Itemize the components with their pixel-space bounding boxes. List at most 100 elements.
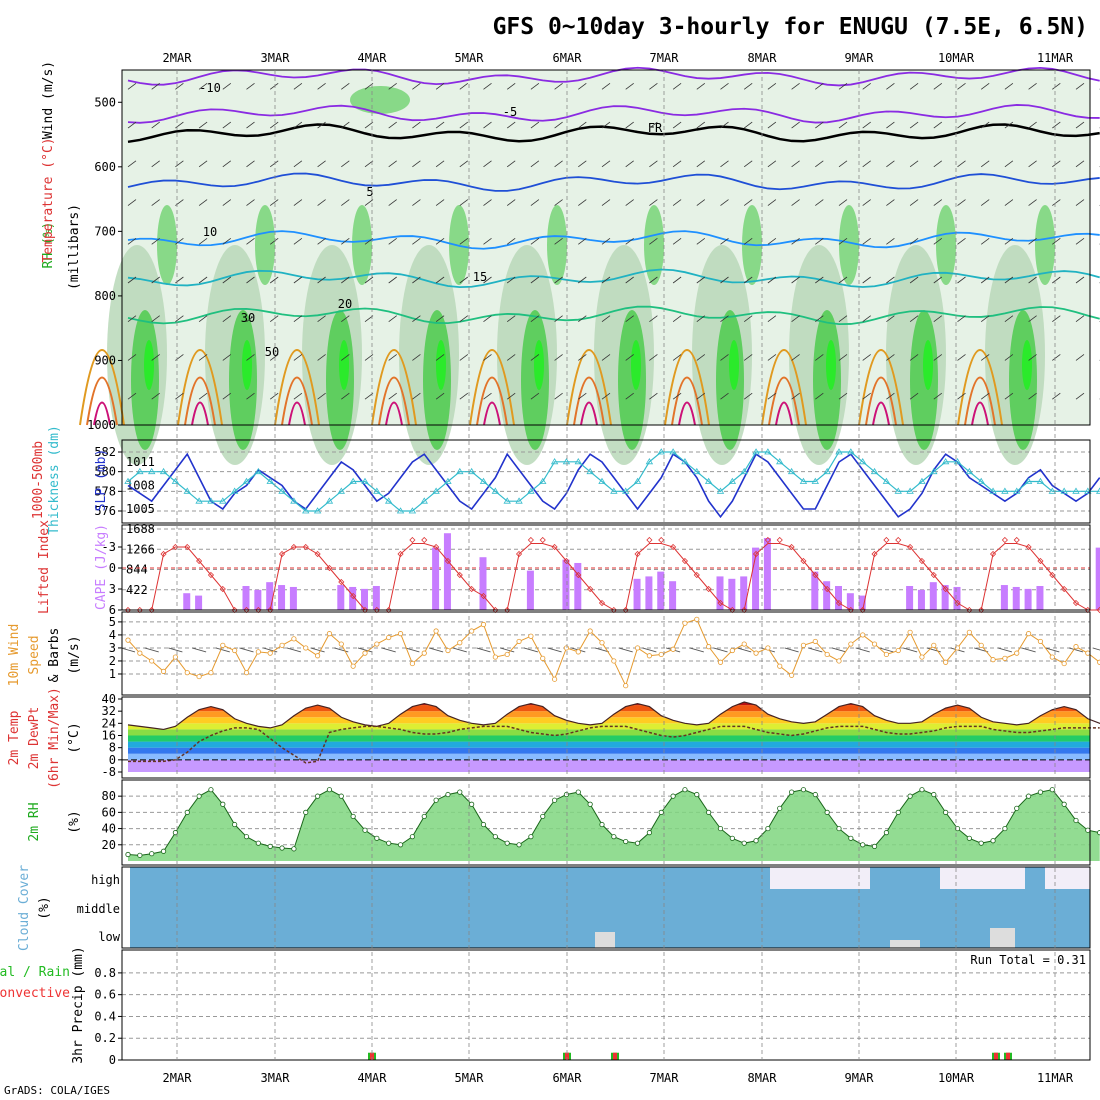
warm-contour xyxy=(858,349,904,426)
thickness-point xyxy=(136,467,144,475)
upper-wind-barb xyxy=(127,199,137,206)
upper-wind-barb xyxy=(720,392,729,400)
rh-shade-bright xyxy=(534,340,544,390)
upper-wind-barb xyxy=(649,315,658,323)
lifted-index-point xyxy=(563,557,570,565)
upper-wind-barb xyxy=(341,315,350,323)
hot-contour xyxy=(971,401,989,426)
y-tick-label: 6 xyxy=(109,603,116,617)
rh-point xyxy=(528,834,534,840)
thickness-point xyxy=(906,487,914,494)
rh-point xyxy=(812,791,818,798)
rh-shade-upper xyxy=(644,205,664,285)
upper-wind-barb xyxy=(269,276,279,284)
wind-speed-point xyxy=(990,657,996,663)
rh-point xyxy=(232,821,238,828)
upper-wind-barb xyxy=(791,199,800,206)
y-tick-label: 32 xyxy=(102,704,116,718)
thickness-point xyxy=(787,467,796,475)
upper-wind-barb xyxy=(530,83,540,90)
upper-wind-barb xyxy=(293,392,303,400)
rh-point xyxy=(362,827,368,833)
thickness-point xyxy=(147,467,156,475)
upper-wind-barb xyxy=(1052,354,1061,361)
upper-wind-barb xyxy=(672,276,682,284)
upper-wind-barb xyxy=(554,160,563,168)
rh-point xyxy=(338,793,344,799)
lifted-index-point xyxy=(670,543,677,551)
warm-contour xyxy=(371,349,417,426)
upper-wind-barb xyxy=(341,392,350,400)
cape-bar xyxy=(917,589,925,610)
date-label-top: 10MAR xyxy=(938,51,975,65)
upper-wind-barb xyxy=(957,83,966,90)
rh-area xyxy=(128,789,1100,861)
upper-wind-barb xyxy=(388,315,397,323)
lifted-index-point xyxy=(326,564,333,572)
surface-wind-barb xyxy=(689,647,704,653)
surface-wind-barb xyxy=(215,647,230,653)
rh-point xyxy=(836,825,842,832)
panel-ylabel: & Barbs xyxy=(47,628,62,683)
cape-bar xyxy=(763,538,771,610)
rh-point xyxy=(646,830,653,836)
cape-bar xyxy=(906,586,914,610)
wind-speed-point xyxy=(611,658,617,664)
rh-shade-bright xyxy=(1022,340,1032,390)
rh-shade-bright xyxy=(923,340,933,390)
contour-label: 5 xyxy=(366,185,373,199)
y-tick-label: 60 xyxy=(102,805,116,819)
upper-wind-barb xyxy=(601,315,611,323)
temp-band xyxy=(128,753,1090,760)
y-tick-label: 582 xyxy=(94,445,116,459)
rh-point xyxy=(421,813,427,820)
temp-band xyxy=(128,735,1090,742)
date-label-bottom: 2MAR xyxy=(163,1071,193,1085)
rh-shade-bright xyxy=(242,340,252,390)
upper-wind-barb xyxy=(483,276,492,284)
upper-wind-barb xyxy=(269,160,279,168)
cape-bar xyxy=(289,586,297,610)
thickness-point xyxy=(953,458,962,465)
upper-wind-barb xyxy=(980,83,990,90)
rh-point xyxy=(350,813,356,820)
temperature-contour xyxy=(127,305,1100,325)
y-tick-label: 700 xyxy=(94,224,116,238)
slp-tick-label: 1005 xyxy=(126,502,155,516)
cape-bar xyxy=(361,588,368,610)
upper-wind-barb xyxy=(1004,160,1014,168)
surface-wind-barb xyxy=(239,647,254,653)
upper-wind-barb xyxy=(696,315,706,323)
upper-wind-barb xyxy=(601,121,611,129)
thickness-point xyxy=(219,497,227,504)
upper-wind-barb xyxy=(317,199,326,206)
upper-wind-barb xyxy=(980,276,990,284)
warm-contour xyxy=(664,349,710,426)
upper-wind-barb xyxy=(862,83,871,90)
upper-wind-barb xyxy=(246,121,255,129)
rh-point xyxy=(492,834,498,840)
lifted-index-point xyxy=(456,571,463,579)
rh2m-panel: 20 40 60 80 2m RH (%) xyxy=(27,779,1100,866)
thickness-point xyxy=(456,467,464,475)
rh-point xyxy=(860,842,866,848)
warm-contour-inner xyxy=(86,376,118,426)
rh-point xyxy=(895,809,901,815)
surface-wind-barb xyxy=(594,647,610,653)
rh-point xyxy=(800,787,807,793)
cape-bar xyxy=(479,557,487,610)
upper-wind-barb xyxy=(506,354,516,361)
upper-wind-barb xyxy=(1028,354,1037,361)
cape-bar xyxy=(835,586,842,610)
temperature-contour xyxy=(127,230,1100,250)
upper-wind-barb xyxy=(435,354,445,361)
thickness-point xyxy=(704,477,713,484)
surface-wind-barb xyxy=(855,647,870,653)
temp-band xyxy=(128,747,1090,754)
upper-wind-barb xyxy=(269,83,279,90)
rh-point xyxy=(291,846,297,852)
upper-wind-barb xyxy=(649,121,658,129)
precip-convective-bar xyxy=(613,1052,617,1060)
lifted-index-point xyxy=(421,536,428,544)
